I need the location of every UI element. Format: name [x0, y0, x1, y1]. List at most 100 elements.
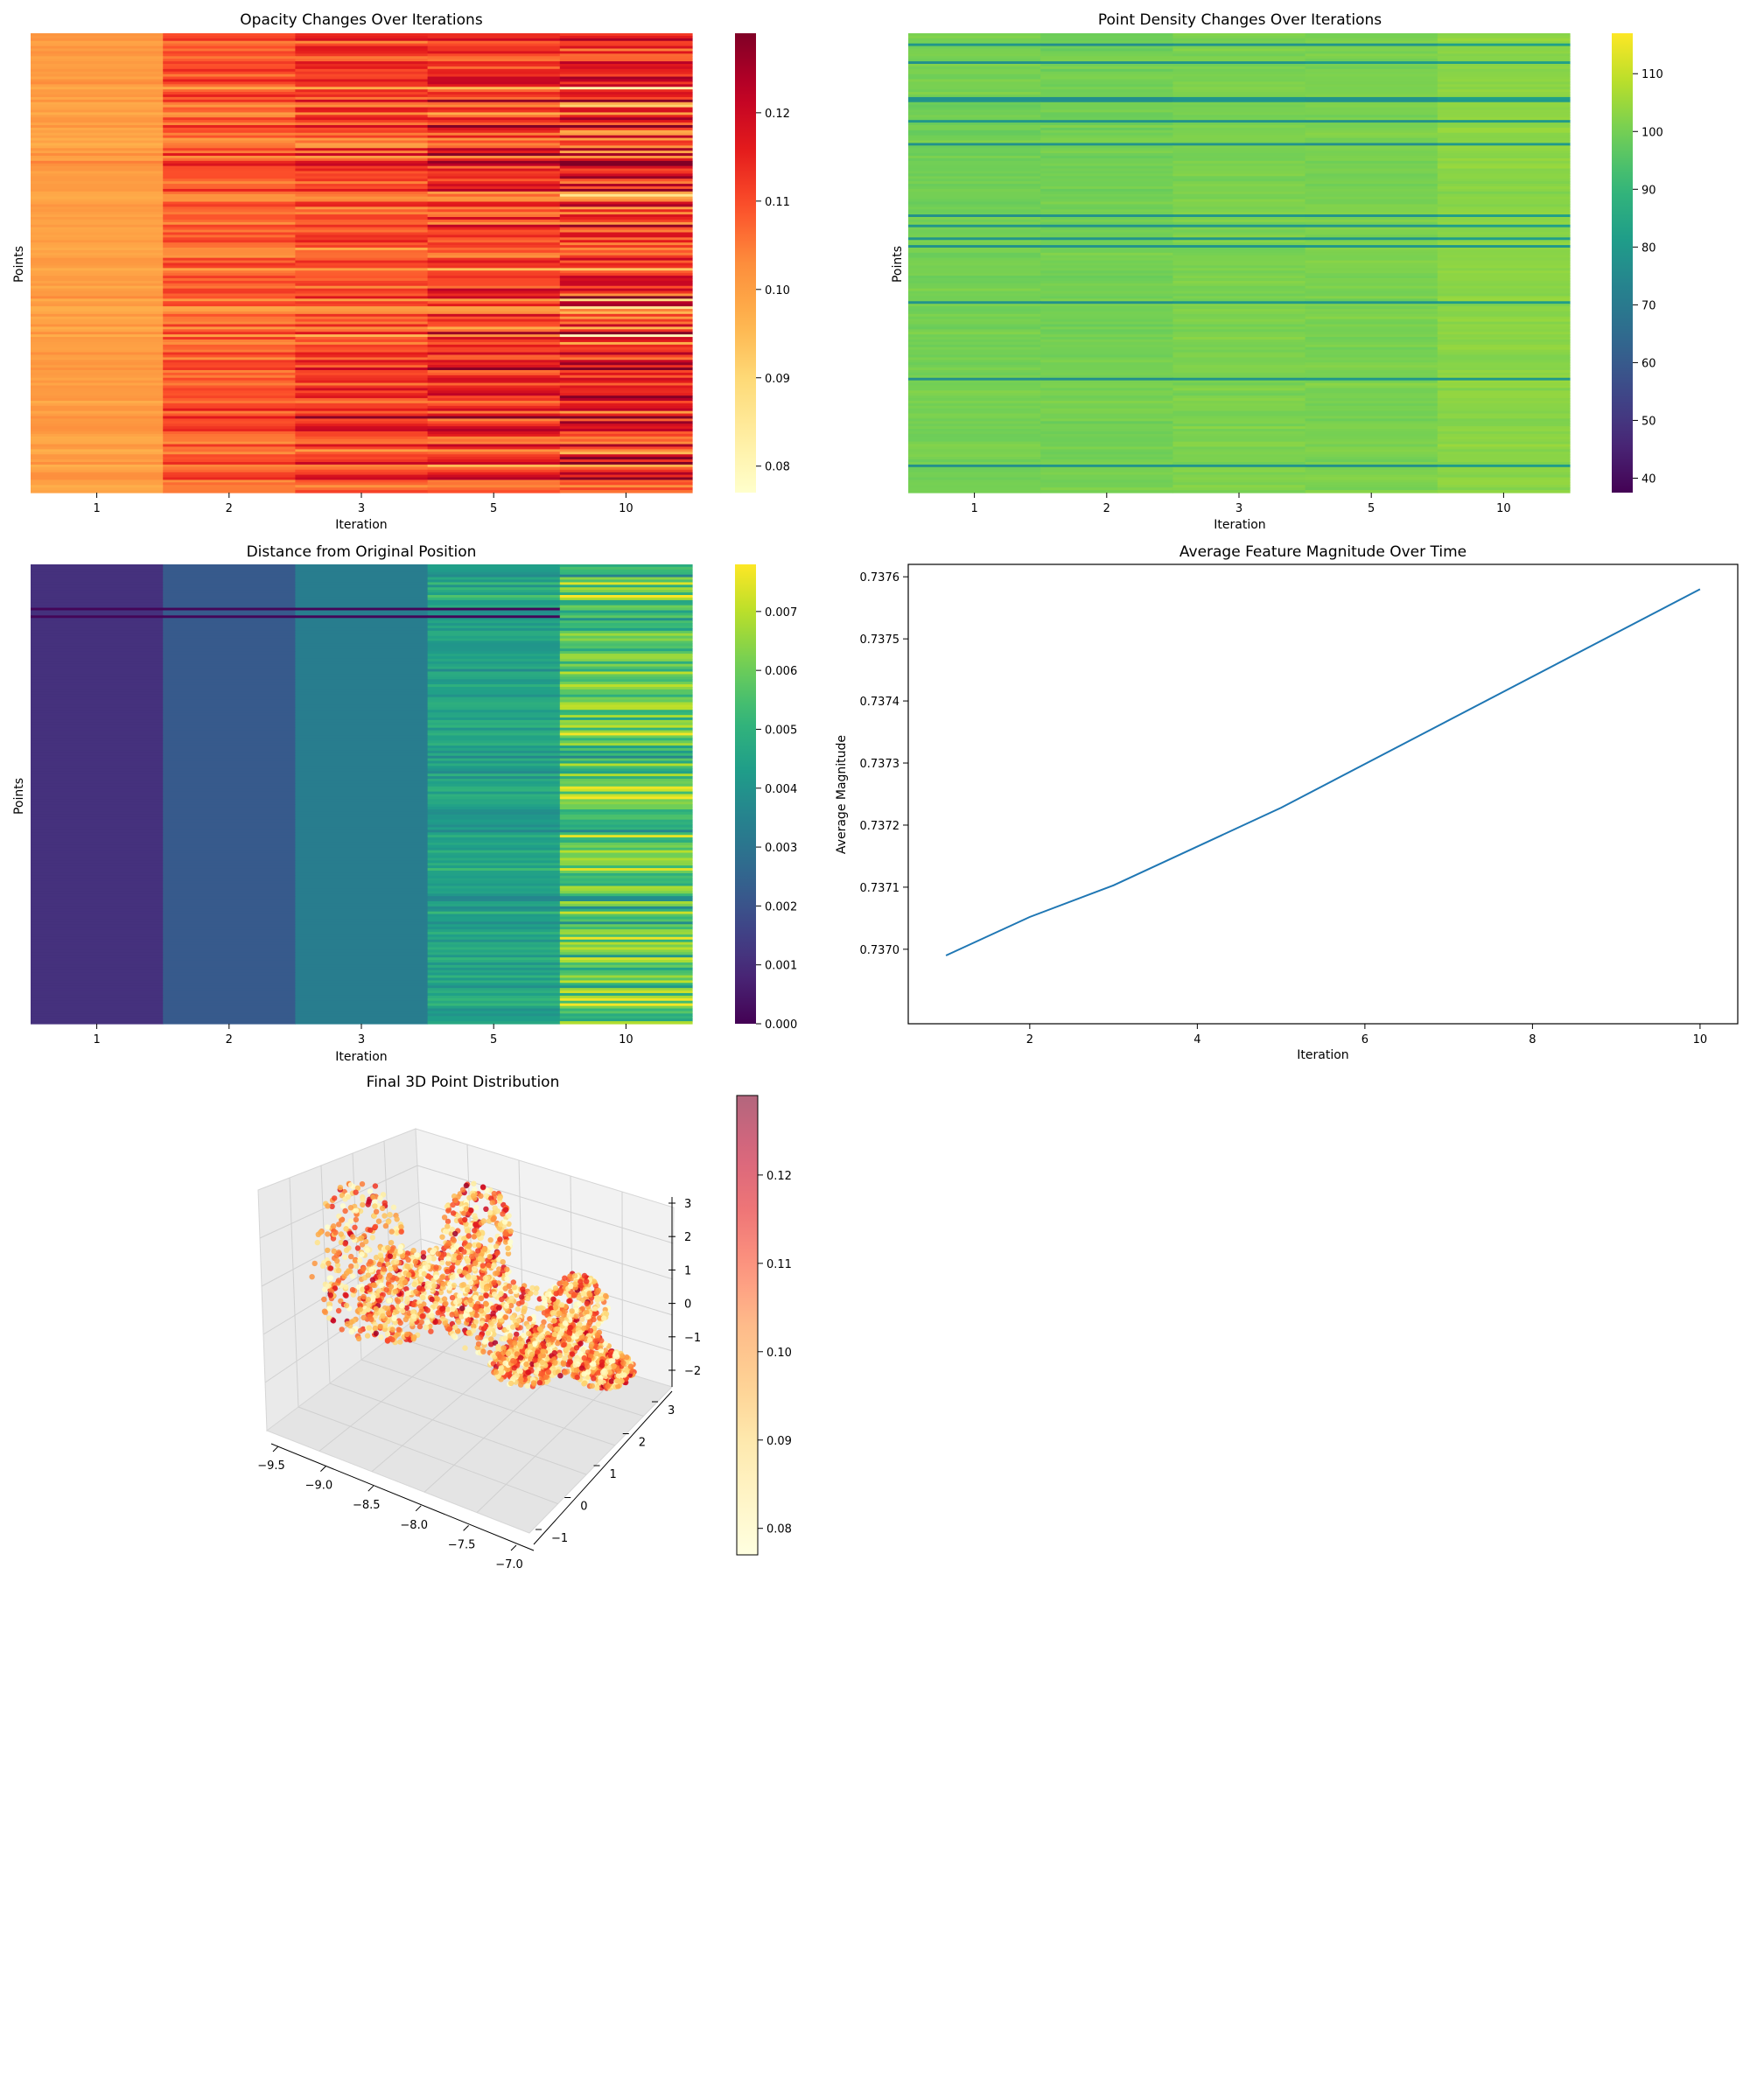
heatmap-cell — [559, 666, 693, 670]
heatmap-cell — [427, 740, 561, 744]
heatmap-cell — [559, 618, 693, 621]
heatmap-cell — [908, 237, 1041, 241]
heatmap-cell — [31, 490, 164, 494]
heatmap-cell — [1305, 87, 1438, 90]
scatter-point — [349, 1286, 356, 1293]
heatmap-cell — [163, 975, 296, 979]
heatmap-cell — [427, 96, 561, 101]
heatmap-cell — [908, 252, 1041, 256]
heatmap-cell — [163, 592, 296, 596]
scatter-point — [502, 1239, 509, 1245]
heatmap-cell — [163, 704, 296, 708]
heatmap-cell — [1172, 127, 1306, 131]
heatmap-cell — [908, 191, 1041, 195]
heatmap-cell — [163, 196, 296, 200]
heatmap-cell — [1305, 71, 1438, 75]
heatmap-cell — [295, 66, 429, 70]
scatter-point — [493, 1243, 500, 1250]
heatmap-cell — [295, 346, 429, 351]
grid-line — [383, 1140, 394, 1337]
heatmap-cell — [295, 878, 429, 882]
heatmap-cell — [1040, 84, 1173, 88]
heatmap-cell — [31, 582, 164, 585]
heatmap-cell — [295, 618, 429, 621]
heatmap-cell — [1172, 160, 1306, 164]
heatmap-cell — [559, 684, 693, 688]
heatmap-cell — [908, 304, 1041, 307]
heatmap-cell — [163, 229, 296, 234]
heatmap-cell — [1437, 454, 1571, 458]
heatmap-cell — [559, 444, 693, 448]
heatmap-cell — [1437, 249, 1571, 254]
heatmap-cell — [295, 934, 429, 938]
heatmap-cell — [295, 868, 429, 872]
scatter-point — [342, 1292, 348, 1298]
heatmap-cell — [559, 952, 693, 956]
heatmap-cell — [31, 89, 164, 93]
heatmap-cell — [295, 79, 429, 83]
heatmap-cell — [908, 265, 1041, 269]
heatmap-cell — [295, 362, 429, 366]
heatmap-cell — [559, 712, 693, 716]
heatmap-cell — [1437, 171, 1571, 175]
heatmap-cell — [163, 433, 296, 438]
heatmap-cell — [559, 571, 693, 576]
heatmap-cell — [1305, 324, 1438, 328]
heatmap-cell — [427, 944, 561, 948]
scatter-point — [339, 1193, 346, 1199]
heatmap-cell — [427, 288, 561, 292]
heatmap-cell — [31, 710, 164, 713]
heatmap-cell — [295, 283, 429, 287]
scatter-point — [465, 1228, 471, 1235]
heatmap-cell — [559, 76, 693, 80]
distance-x-axis: 1 2 3 5 10 — [93, 1024, 634, 1046]
heatmap-cell — [1305, 304, 1438, 307]
heatmap-cell — [163, 633, 296, 637]
heatmap-cell — [295, 424, 429, 427]
density-x-axis: 1 2 3 5 10 — [970, 493, 1511, 515]
heatmap-cell — [1040, 472, 1173, 476]
heatmap-cell — [31, 924, 164, 928]
heatmap-cell — [295, 163, 429, 167]
heatmap-cell — [1437, 368, 1571, 371]
heatmap-cell — [1172, 346, 1306, 351]
heatmap-cell — [31, 584, 164, 588]
heatmap-cell — [1040, 446, 1173, 451]
heatmap-cell — [295, 1016, 429, 1019]
heatmap-cell — [295, 380, 429, 384]
heatmap-cell — [31, 436, 164, 440]
heatmap-cell — [163, 774, 296, 777]
heatmap-cell — [163, 273, 296, 276]
magnitude-y-axis-label: Average Magnitude — [835, 735, 849, 854]
heatmap-cell — [559, 382, 693, 387]
heatmap-cell — [1040, 214, 1173, 218]
heatmap-cell — [1172, 311, 1306, 315]
heatmap-cell — [1437, 334, 1571, 338]
heatmap-cell — [1172, 242, 1306, 246]
heatmap-cell — [163, 783, 296, 788]
heatmap-cell — [295, 794, 429, 798]
heatmap-cell — [1040, 408, 1173, 412]
heatmap-cell — [908, 132, 1041, 136]
heatmap-cell — [31, 799, 164, 802]
heatmap-cell — [163, 827, 296, 830]
heatmap-cell — [908, 466, 1041, 471]
heatmap-cell — [163, 329, 296, 332]
heatmap-cell — [1040, 372, 1173, 376]
heatmap-cell — [31, 485, 164, 488]
heatmap-cell — [427, 752, 561, 757]
heatmap-cell — [427, 115, 561, 118]
heatmap-cell — [163, 1011, 296, 1014]
heatmap-cell — [295, 799, 429, 802]
heatmap-cell — [559, 942, 693, 946]
heatmap-cell — [295, 368, 429, 371]
heatmap-cell — [31, 398, 164, 402]
heatmap-cell — [1040, 352, 1173, 356]
heatmap-cell — [31, 906, 164, 910]
heatmap-cell — [427, 908, 561, 913]
heatmap-cell — [31, 791, 164, 795]
heatmap-cell — [1040, 418, 1173, 422]
heatmap-cell — [1305, 457, 1438, 460]
heatmap-cell — [427, 76, 561, 80]
